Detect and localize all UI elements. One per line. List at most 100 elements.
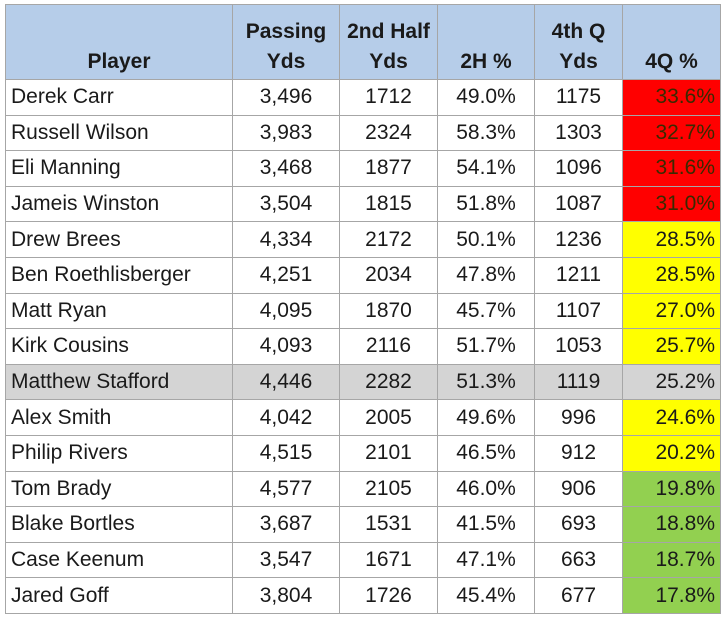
- cell-second-half-yds[interactable]: 2324: [339, 114, 438, 152]
- cell-fourth-q-pct[interactable]: 27.0%: [622, 292, 721, 330]
- cell-fourth-q-yds[interactable]: 1236: [534, 221, 623, 258]
- header-second-half-pct[interactable]: 2H %: [437, 4, 535, 80]
- cell-passing-yds[interactable]: 3,504: [232, 185, 340, 223]
- cell-fourth-q-pct[interactable]: 18.7%: [622, 541, 721, 579]
- cell-passing-yds[interactable]: 4,577: [232, 470, 340, 508]
- cell-player[interactable]: Case Keenum: [5, 541, 233, 579]
- cell-passing-yds[interactable]: 3,804: [232, 577, 340, 614]
- cell-second-half-pct[interactable]: 41.5%: [437, 506, 535, 543]
- cell-fourth-q-pct[interactable]: 28.5%: [622, 256, 721, 294]
- cell-second-half-yds[interactable]: 2282: [339, 363, 438, 401]
- header-second-half-yds[interactable]: 2nd Half Yds: [339, 4, 438, 80]
- cell-second-half-pct[interactable]: 47.1%: [437, 541, 535, 579]
- cell-second-half-yds[interactable]: 2105: [339, 470, 438, 508]
- cell-second-half-pct[interactable]: 45.4%: [437, 577, 535, 614]
- cell-fourth-q-pct[interactable]: 31.6%: [622, 150, 721, 187]
- cell-second-half-pct[interactable]: 45.7%: [437, 292, 535, 330]
- cell-passing-yds[interactable]: 4,334: [232, 221, 340, 258]
- cell-fourth-q-yds[interactable]: 912: [534, 434, 623, 472]
- cell-second-half-pct[interactable]: 46.5%: [437, 434, 535, 472]
- cell-second-half-pct[interactable]: 54.1%: [437, 150, 535, 187]
- cell-passing-yds[interactable]: 4,515: [232, 434, 340, 472]
- cell-passing-yds[interactable]: 3,983: [232, 114, 340, 152]
- cell-second-half-yds[interactable]: 1726: [339, 577, 438, 614]
- cell-second-half-yds[interactable]: 1712: [339, 79, 438, 116]
- header-fourth-q-line2: Yds: [559, 50, 598, 73]
- cell-fourth-q-yds[interactable]: 677: [534, 577, 623, 614]
- cell-second-half-yds[interactable]: 1671: [339, 541, 438, 579]
- cell-player[interactable]: Tom Brady: [5, 470, 233, 508]
- cell-second-half-yds[interactable]: 2005: [339, 399, 438, 436]
- cell-second-half-pct[interactable]: 50.1%: [437, 221, 535, 258]
- cell-second-half-yds[interactable]: 1815: [339, 185, 438, 223]
- cell-player[interactable]: Kirk Cousins: [5, 328, 233, 365]
- cell-player[interactable]: Drew Brees: [5, 221, 233, 258]
- cell-second-half-pct[interactable]: 47.8%: [437, 256, 535, 294]
- cell-second-half-yds[interactable]: 2116: [339, 328, 438, 365]
- cell-second-half-pct[interactable]: 51.3%: [437, 363, 535, 401]
- cell-passing-yds[interactable]: 4,251: [232, 256, 340, 294]
- cell-player[interactable]: Eli Manning: [5, 150, 233, 187]
- cell-player[interactable]: Russell Wilson: [5, 114, 233, 152]
- cell-passing-yds[interactable]: 3,547: [232, 541, 340, 579]
- cell-second-half-pct[interactable]: 49.0%: [437, 79, 535, 116]
- header-second-half-pct-line2: 2H %: [460, 50, 512, 73]
- cell-player[interactable]: Matthew Stafford: [5, 363, 233, 401]
- cell-player[interactable]: Alex Smith: [5, 399, 233, 436]
- cell-fourth-q-pct[interactable]: 18.8%: [622, 506, 721, 543]
- cell-fourth-q-yds[interactable]: 663: [534, 541, 623, 579]
- cell-fourth-q-yds[interactable]: 1053: [534, 328, 623, 365]
- cell-second-half-yds[interactable]: 1877: [339, 150, 438, 187]
- cell-player[interactable]: Blake Bortles: [5, 506, 233, 543]
- cell-player[interactable]: Ben Roethlisberger: [5, 256, 233, 294]
- cell-fourth-q-pct[interactable]: 17.8%: [622, 577, 721, 614]
- cell-player[interactable]: Derek Carr: [5, 79, 233, 116]
- cell-second-half-yds[interactable]: 2101: [339, 434, 438, 472]
- cell-fourth-q-pct[interactable]: 25.7%: [622, 328, 721, 365]
- header-passing-yds[interactable]: Passing Yds: [232, 4, 340, 80]
- cell-player[interactable]: Jared Goff: [5, 577, 233, 614]
- cell-second-half-yds[interactable]: 2172: [339, 221, 438, 258]
- cell-player[interactable]: Philip Rivers: [5, 434, 233, 472]
- header-fourth-q-yds[interactable]: 4th Q Yds: [534, 4, 623, 80]
- cell-second-half-yds[interactable]: 1870: [339, 292, 438, 330]
- cell-fourth-q-pct[interactable]: 31.0%: [622, 185, 721, 223]
- cell-passing-yds[interactable]: 4,095: [232, 292, 340, 330]
- table-row: Philip Rivers 4,515 2101 46.5% 912 20.2%: [5, 434, 721, 472]
- cell-passing-yds[interactable]: 3,468: [232, 150, 340, 187]
- header-player[interactable]: Player: [5, 4, 233, 80]
- cell-player[interactable]: Jameis Winston: [5, 185, 233, 223]
- cell-passing-yds[interactable]: 4,042: [232, 399, 340, 436]
- cell-passing-yds[interactable]: 3,687: [232, 506, 340, 543]
- cell-fourth-q-yds[interactable]: 693: [534, 506, 623, 543]
- cell-fourth-q-yds[interactable]: 1303: [534, 114, 623, 152]
- cell-second-half-yds[interactable]: 1531: [339, 506, 438, 543]
- cell-player[interactable]: Matt Ryan: [5, 292, 233, 330]
- header-fourth-q-pct[interactable]: 4Q %: [622, 4, 721, 80]
- cell-second-half-yds[interactable]: 2034: [339, 256, 438, 294]
- cell-second-half-pct[interactable]: 58.3%: [437, 114, 535, 152]
- cell-second-half-pct[interactable]: 46.0%: [437, 470, 535, 508]
- cell-fourth-q-yds[interactable]: 1211: [534, 256, 623, 294]
- cell-passing-yds[interactable]: 4,446: [232, 363, 340, 401]
- cell-fourth-q-pct[interactable]: 24.6%: [622, 399, 721, 436]
- cell-second-half-pct[interactable]: 51.7%: [437, 328, 535, 365]
- cell-second-half-pct[interactable]: 49.6%: [437, 399, 535, 436]
- cell-second-half-pct[interactable]: 51.8%: [437, 185, 535, 223]
- cell-fourth-q-yds[interactable]: 1087: [534, 185, 623, 223]
- cell-fourth-q-yds[interactable]: 1096: [534, 150, 623, 187]
- cell-fourth-q-yds[interactable]: 906: [534, 470, 623, 508]
- cell-fourth-q-pct[interactable]: 28.5%: [622, 221, 721, 258]
- cell-fourth-q-yds[interactable]: 1107: [534, 292, 623, 330]
- cell-fourth-q-pct[interactable]: 33.6%: [622, 79, 721, 116]
- cell-fourth-q-pct[interactable]: 19.8%: [622, 470, 721, 508]
- cell-fourth-q-yds[interactable]: 1175: [534, 79, 623, 116]
- cell-fourth-q-yds[interactable]: 1119: [534, 363, 623, 401]
- cell-fourth-q-yds[interactable]: 996: [534, 399, 623, 436]
- cell-passing-yds[interactable]: 4,093: [232, 328, 340, 365]
- table-body: Derek Carr 3,496 1712 49.0% 1175 33.6% Russel…: [5, 79, 721, 614]
- cell-fourth-q-pct[interactable]: 32.7%: [622, 114, 721, 152]
- cell-fourth-q-pct[interactable]: 20.2%: [622, 434, 721, 472]
- cell-passing-yds[interactable]: 3,496: [232, 79, 340, 116]
- cell-fourth-q-pct[interactable]: 25.2%: [622, 363, 721, 401]
